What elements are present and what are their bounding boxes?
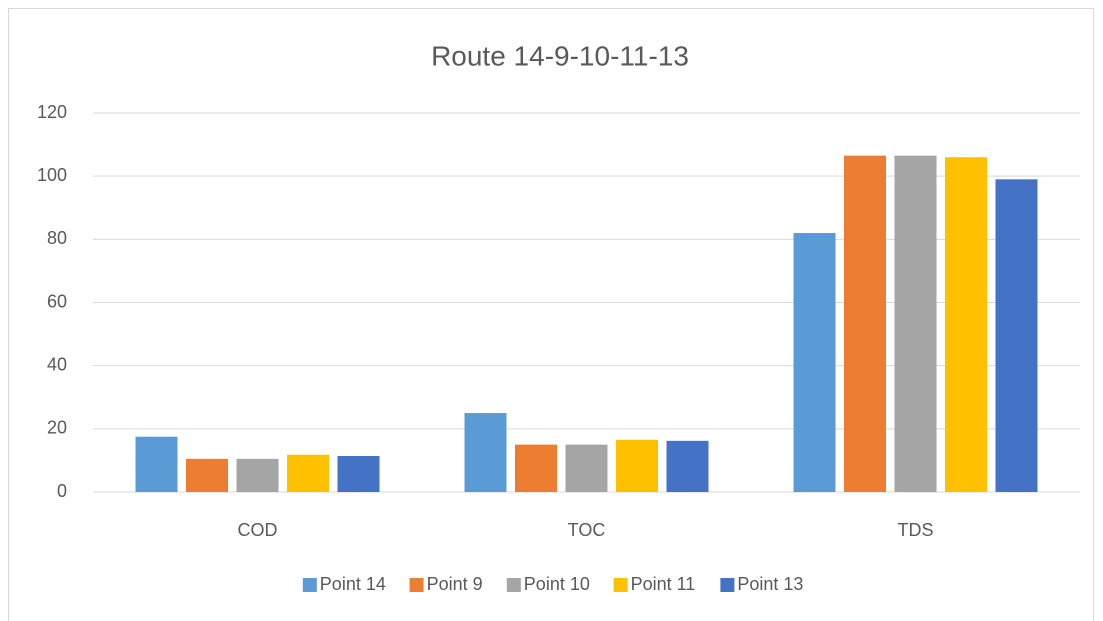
bar — [236, 458, 279, 492]
chart-title: Route 14-9-10-11-13 — [431, 40, 689, 71]
y-tick-label: 20 — [47, 418, 67, 438]
legend-label: Point 11 — [631, 574, 696, 594]
bar — [565, 444, 608, 492]
x-tick-label: TOC — [568, 520, 606, 540]
legend-label: Point 14 — [320, 574, 386, 594]
bar — [515, 444, 557, 492]
y-tick-label: 40 — [47, 354, 67, 374]
legend-swatch — [720, 578, 735, 592]
x-tick-label: TDS — [898, 520, 934, 540]
bar — [287, 454, 329, 492]
legend-swatch — [409, 578, 424, 592]
legend-swatch — [506, 578, 521, 592]
y-tick-label: 80 — [47, 228, 67, 248]
bar — [186, 458, 228, 492]
bar — [616, 439, 658, 492]
legend-swatch — [302, 578, 317, 592]
legend-label: Point 13 — [737, 574, 803, 594]
y-tick-label: 120 — [37, 102, 67, 122]
bar — [793, 233, 836, 492]
legend-swatch — [613, 578, 628, 592]
legend-label: Point 10 — [524, 574, 590, 594]
bar — [894, 155, 937, 492]
bar — [464, 413, 507, 492]
y-tick-label: 0 — [57, 481, 67, 501]
y-tick-label: 60 — [47, 291, 67, 311]
bar — [666, 440, 709, 492]
bar — [844, 155, 886, 492]
x-tick-label: COD — [238, 520, 278, 540]
bar — [945, 157, 987, 492]
y-tick-label: 100 — [37, 165, 67, 185]
bar — [995, 179, 1038, 492]
legend-label: Point 9 — [427, 574, 483, 594]
bar — [135, 436, 178, 492]
bar — [337, 455, 380, 492]
